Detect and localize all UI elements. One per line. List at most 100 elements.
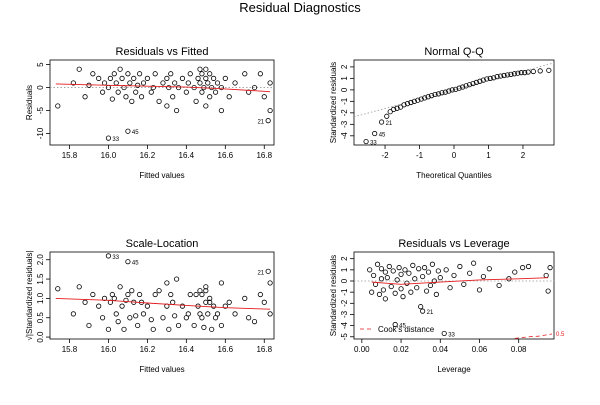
x-tick-label: 16.6	[218, 151, 234, 160]
data-point	[179, 303, 186, 309]
x-tick-label: 16.0	[101, 151, 117, 160]
data-point	[218, 322, 225, 329]
data-point	[382, 296, 388, 302]
outlier-label: 21	[257, 120, 264, 126]
data-point	[494, 74, 500, 80]
data-point	[367, 267, 373, 273]
y-tick-label: -1	[340, 288, 349, 296]
y-tick-label: 1.5	[36, 273, 45, 285]
data-point	[179, 75, 186, 81]
data-point	[456, 85, 462, 91]
data-point	[175, 322, 182, 329]
data-point	[214, 80, 221, 86]
data-point	[518, 70, 524, 76]
data-point	[203, 299, 209, 305]
data-point	[222, 303, 228, 309]
data-point	[203, 288, 209, 294]
data-point	[530, 68, 536, 75]
data-point	[466, 82, 473, 88]
data-point	[411, 98, 417, 104]
data-point	[205, 80, 211, 86]
data-point	[398, 271, 404, 277]
data-point	[197, 66, 203, 72]
data-point	[396, 265, 402, 271]
data-point	[90, 71, 96, 77]
data-point	[371, 272, 377, 279]
x-tick-label: -1	[416, 151, 424, 160]
data-point	[203, 284, 209, 290]
y-tick-label: 2.0	[36, 254, 45, 266]
data-point	[191, 322, 197, 329]
x-tick-label: 16.8	[256, 345, 272, 354]
data-point	[135, 82, 141, 88]
data-point	[442, 89, 448, 95]
data-point	[99, 89, 106, 95]
data-point	[525, 263, 532, 270]
panel-title: Residuals vs Fitted	[116, 46, 209, 58]
x-tick-label: 0.00	[354, 345, 370, 354]
data-point	[261, 299, 267, 305]
data-point	[497, 73, 504, 79]
data-point	[172, 80, 178, 86]
data-point	[232, 80, 238, 86]
data-point	[96, 303, 102, 309]
y-tick-label: 0	[36, 85, 45, 90]
data-point	[199, 291, 205, 298]
x-tick-label: 16.6	[218, 345, 234, 354]
y-tick-label: -3	[340, 120, 349, 128]
data-point	[164, 280, 170, 286]
data-point	[428, 93, 435, 99]
data-point	[144, 303, 150, 309]
figure-title: Residual Diagnostics	[239, 0, 361, 15]
data-point	[257, 71, 263, 77]
data-point	[387, 109, 393, 115]
panel-4: Residuals vs Leverage 0.00 0.02 0.04 0.06 0.0…	[329, 238, 565, 374]
data-point	[461, 281, 467, 287]
legend-label: Cook's distance	[378, 325, 435, 334]
panel-2: Normal Q-Q -2 -1 0 1 2 -4 -3 -2 -1 0 1 2 Theoretical …	[329, 46, 555, 180]
data-point	[372, 130, 378, 137]
data-point	[121, 326, 127, 332]
data-point	[508, 71, 514, 77]
data-point	[137, 291, 143, 298]
data-point	[115, 318, 121, 325]
outlier-label: 45	[132, 130, 139, 136]
data-point	[470, 80, 476, 87]
data-point	[187, 71, 193, 77]
data-point	[415, 97, 421, 103]
data-point	[125, 259, 131, 265]
y-axis-label: Residuals	[25, 85, 34, 120]
data-point	[99, 315, 106, 321]
data-point	[432, 91, 438, 98]
data-point	[226, 94, 232, 100]
data-point	[435, 268, 441, 274]
data-point	[512, 269, 518, 275]
data-point	[174, 276, 180, 282]
data-point	[435, 91, 442, 97]
data-point	[201, 324, 207, 330]
data-point	[547, 265, 553, 271]
data-point	[193, 98, 199, 104]
data-point	[109, 96, 115, 102]
data-point	[207, 71, 213, 77]
data-point	[90, 291, 96, 298]
data-point	[422, 95, 428, 101]
x-tick-label: 0.06	[472, 345, 488, 354]
data-point	[185, 311, 191, 317]
data-point	[392, 290, 398, 296]
x-tick-label: 1	[486, 151, 491, 160]
data-point	[55, 286, 61, 292]
data-point	[451, 272, 457, 279]
data-point	[211, 75, 217, 81]
data-point	[129, 98, 135, 104]
outlier-label: 21	[257, 270, 264, 276]
data-point	[127, 315, 133, 321]
data-point	[463, 83, 469, 89]
data-point	[218, 84, 225, 91]
data-point	[473, 79, 480, 85]
data-point	[429, 261, 436, 267]
data-point	[218, 280, 225, 286]
data-point	[267, 311, 273, 317]
y-tick-label: -1	[340, 97, 349, 105]
